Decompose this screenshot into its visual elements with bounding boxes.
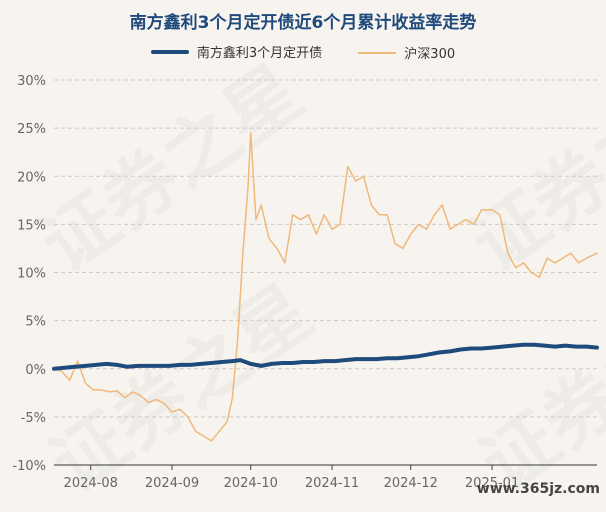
y-tick-label: 25% [17, 122, 46, 137]
y-tick-label: -5% [21, 411, 46, 426]
legend-item-fund[interactable]: 南方鑫利3个月定开债 [150, 42, 323, 61]
legend-label-index: 沪深300 [404, 47, 456, 63]
x-tick-label: 2025-01 [465, 476, 519, 491]
y-tick-label: 15% [17, 218, 46, 233]
chart-legend: 南方鑫利3个月定开债 沪深300 [0, 42, 606, 62]
y-tick-label: 0% [25, 363, 46, 378]
legend-item-index[interactable]: 沪深300 [358, 43, 455, 62]
series-line-fund [52, 342, 599, 371]
x-tick-label: 2024-10 [224, 476, 278, 491]
legend-label-fund: 南方鑫利3个月定开债 [196, 46, 323, 61]
series-group [52, 132, 599, 442]
chart-title: 南方鑫利3个月定开债近6个月累计收益率走势 [129, 13, 477, 33]
legend-swatch-index [358, 52, 397, 54]
x-tick-label: 2024-12 [384, 476, 438, 491]
y-tick-label: 20% [17, 170, 46, 185]
x-tick-label: 2024-11 [305, 476, 359, 491]
y-tick-label: 10% [17, 267, 46, 282]
y-axis-ticks: -10% -5% 0% 5% 10% 15% 20% 25% 30% [12, 74, 46, 474]
chart-container: 证券之星 证券之星 证券之星 证券之星 南方鑫利3个月定开债近6个月累计收益率走… [0, 13, 606, 497]
y-tick-label: 30% [17, 74, 46, 89]
y-tick-label: 5% [25, 315, 46, 330]
series-line-index [53, 132, 598, 442]
site-watermark: www.365jz.com [476, 481, 600, 497]
x-tick-label: 2024-08 [64, 476, 118, 491]
chart-plot-area: -10%-5%0%5%10%15%20%25%30% 2024-08 2024-0… [12, 74, 599, 491]
x-tick-label: 2024-09 [145, 476, 199, 491]
x-axis-ticks: 2024-08 2024-09 2024-10 2024-11 2024-12 2025-… [64, 465, 519, 491]
grid-lines [54, 79, 597, 466]
y-tick-label: -10% [12, 459, 46, 474]
legend-swatch-fund [150, 49, 189, 54]
